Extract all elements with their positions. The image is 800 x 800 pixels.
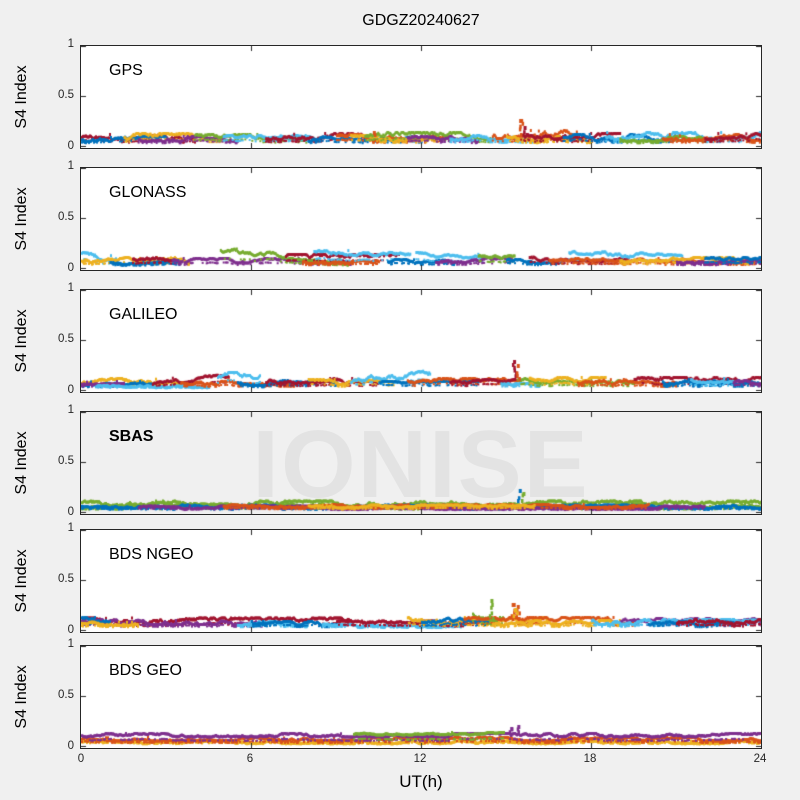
panel-label-gps: GPS <box>109 62 143 79</box>
x-axis-label: UT(h) <box>399 772 443 791</box>
y-tick-label: 1 <box>67 160 74 172</box>
galileo-plot-canvas <box>81 290 761 392</box>
y-tick-label: 1 <box>67 522 74 534</box>
panel-label-sbas: SBAS <box>109 428 154 445</box>
y-tick-label: 1 <box>67 404 74 416</box>
y-tick-label: 0 <box>67 384 74 396</box>
chart-title: GDGZ20240627 <box>362 12 480 29</box>
x-tick-6: 6 <box>246 753 254 765</box>
x-tick-12: 12 <box>413 753 427 765</box>
y-tick-label: 0.5 <box>58 689 74 701</box>
y-tick-label: 1 <box>67 282 74 294</box>
y-axis-label: S4 Index <box>13 309 30 373</box>
panel-label-glonass: GLONASS <box>109 184 187 201</box>
y-tick-label: 0.5 <box>58 333 74 345</box>
sbas-plot-canvas <box>81 412 761 514</box>
y-axis-label: S4 Index <box>13 665 30 729</box>
y-tick-label: 1 <box>67 38 74 50</box>
x-tick-18: 18 <box>583 753 597 765</box>
bds-geo-plot-canvas <box>81 646 761 748</box>
panel-sbas: SBAS <box>80 411 762 515</box>
y-tick-label: 0.5 <box>58 89 74 101</box>
panel-label-bds-geo: BDS GEO <box>109 662 182 679</box>
y-tick-label: 0 <box>67 506 74 518</box>
y-tick-label: 0 <box>67 262 74 274</box>
bds-ngeo-plot-canvas <box>81 530 761 632</box>
x-tick-0: 0 <box>77 753 85 765</box>
y-tick-label: 0 <box>67 140 74 152</box>
y-tick-label: 1 <box>67 638 74 650</box>
x-tick-24: 24 <box>753 753 767 765</box>
panel-glonass: GLONASS <box>80 167 762 271</box>
y-tick-label: 0 <box>67 740 74 752</box>
y-tick-label: 0.5 <box>58 573 74 585</box>
y-tick-label: 0 <box>67 624 74 636</box>
y-axis-label: S4 Index <box>13 187 30 251</box>
panel-label-galileo: GALILEO <box>109 306 178 323</box>
glonass-plot-canvas <box>81 168 761 270</box>
panel-galileo: GALILEO <box>80 289 762 393</box>
y-axis-label: S4 Index <box>13 549 30 613</box>
y-tick-label: 0.5 <box>58 211 74 223</box>
gps-plot-canvas <box>81 46 761 148</box>
panel-bds-geo: BDS GEO <box>80 645 762 749</box>
y-axis-label: S4 Index <box>13 431 30 495</box>
panel-gps: GPS <box>80 45 762 149</box>
y-axis-label: S4 Index <box>13 65 30 129</box>
panel-bds-ngeo: BDS NGEO <box>80 529 762 633</box>
y-tick-label: 0.5 <box>58 455 74 467</box>
panel-label-bds-ngeo: BDS NGEO <box>109 546 194 563</box>
